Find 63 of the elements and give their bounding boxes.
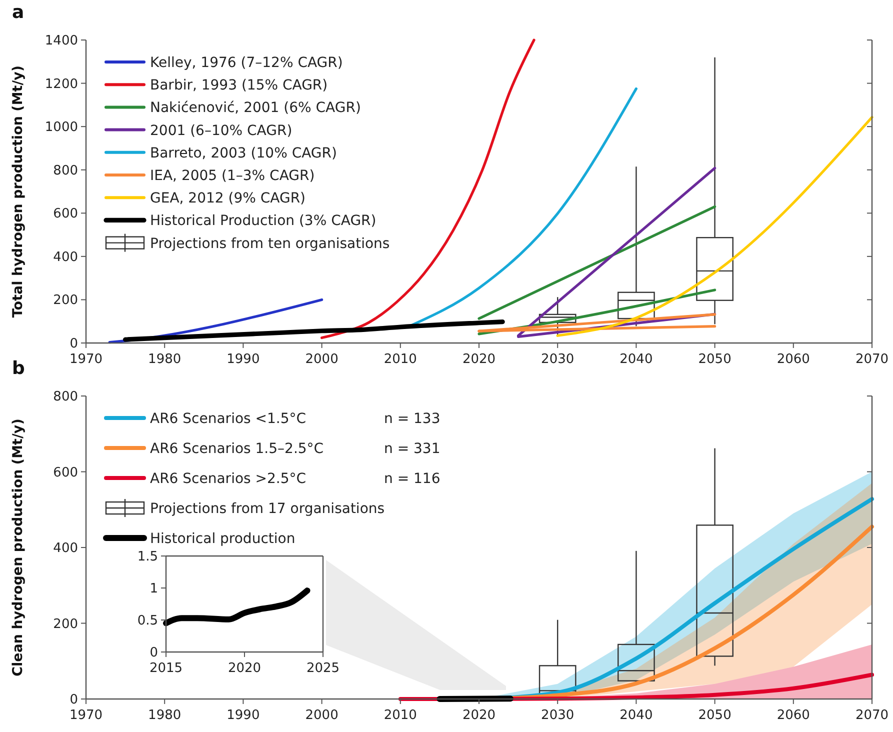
legend-label: AR6 Scenarios 1.5–2.5°C [150, 441, 324, 457]
x-tick-label: 2060 [776, 708, 810, 723]
y-tick-label: 0 [70, 692, 78, 708]
x-tick-label: 2070 [855, 708, 889, 723]
chart-title: a [12, 2, 24, 23]
y-tick-label: 600 [53, 206, 78, 222]
legend-label: Projections from ten organisations [150, 236, 390, 252]
y-tick-label: 800 [53, 163, 78, 178]
legend-label: Historical production [150, 531, 296, 547]
legend-label: Nakićenović, 2001 (6% CAGR) [150, 100, 361, 116]
y-tick-label: 0 [70, 336, 78, 352]
legend-label: GEA, 2012 (9% CAGR) [150, 190, 306, 207]
x-tick-label: 2020 [462, 708, 496, 723]
x-tick-label: 2020 [462, 352, 496, 367]
annotation: n = 331 [384, 441, 440, 457]
chart-title: b [12, 358, 25, 379]
legend-label: Barreto, 2003 (10% CAGR) [150, 145, 337, 162]
legend-label: Kelley, 1976 (7–12% CAGR) [150, 55, 343, 71]
y-tick-label: 200 [53, 616, 78, 632]
y-tick-label: 400 [53, 541, 78, 556]
x-tick-label: 1990 [226, 708, 260, 723]
x-tick-label: 2030 [541, 708, 574, 723]
legend-label: IEA, 2005 (1–3% CAGR) [150, 168, 315, 184]
y-tick-label: 400 [53, 250, 78, 265]
x-tick-label: 2030 [541, 352, 574, 367]
x-tick-label: 2000 [305, 708, 338, 723]
y-tick-label: 800 [53, 390, 78, 404]
y-tick-label: 600 [53, 465, 78, 480]
annotation: n = 133 [384, 411, 440, 427]
y-tick-label: 1200 [44, 76, 78, 92]
legend-label: 2001 (6–10% CAGR) [150, 122, 292, 139]
x-tick-label: 2040 [620, 352, 653, 367]
x-tick-label: 2025 [306, 661, 340, 676]
y-axis-title: Clean hydrogen production (Mt/y) [10, 418, 26, 676]
x-tick-label: 1980 [148, 708, 182, 723]
x-tick-label: 2010 [384, 708, 417, 723]
legend-label: Barbir, 1993 (15% CAGR) [150, 78, 328, 94]
y-tick-label: 1.5 [137, 550, 158, 564]
x-tick-label: 2020 [228, 661, 262, 676]
x-tick-label: 2040 [620, 708, 653, 723]
x-tick-label: 2050 [698, 708, 732, 723]
legend-label: Projections from 17 organisations [150, 501, 385, 517]
x-tick-label: 2010 [384, 352, 417, 367]
y-tick-label: 200 [53, 293, 78, 308]
y-tick-label: 1400 [44, 34, 78, 48]
legend-label: AR6 Scenarios <1.5°C [150, 411, 306, 427]
annotation: n = 116 [384, 471, 440, 487]
x-tick-label: 2060 [776, 352, 810, 367]
legend-label: AR6 Scenarios >2.5°C [150, 471, 306, 487]
y-tick-label: 1 [150, 582, 158, 596]
x-tick-label: 1970 [69, 708, 103, 723]
x-tick-label: 1980 [148, 352, 182, 367]
x-tick-label: 2015 [149, 661, 183, 676]
y-tick-label: 0 [150, 646, 158, 660]
legend-label: Historical Production (3% CAGR) [150, 213, 376, 230]
y-axis-title: Total hydrogen production (Mt/y) [10, 65, 26, 318]
x-tick-label: 1990 [226, 352, 260, 367]
x-tick-label: 2000 [305, 352, 338, 367]
y-tick-label: 0.5 [137, 614, 158, 628]
x-tick-label: 1970 [69, 352, 103, 367]
x-tick-label: 2070 [855, 352, 889, 367]
x-tick-label: 2050 [698, 352, 732, 367]
y-tick-label: 1000 [44, 120, 78, 136]
